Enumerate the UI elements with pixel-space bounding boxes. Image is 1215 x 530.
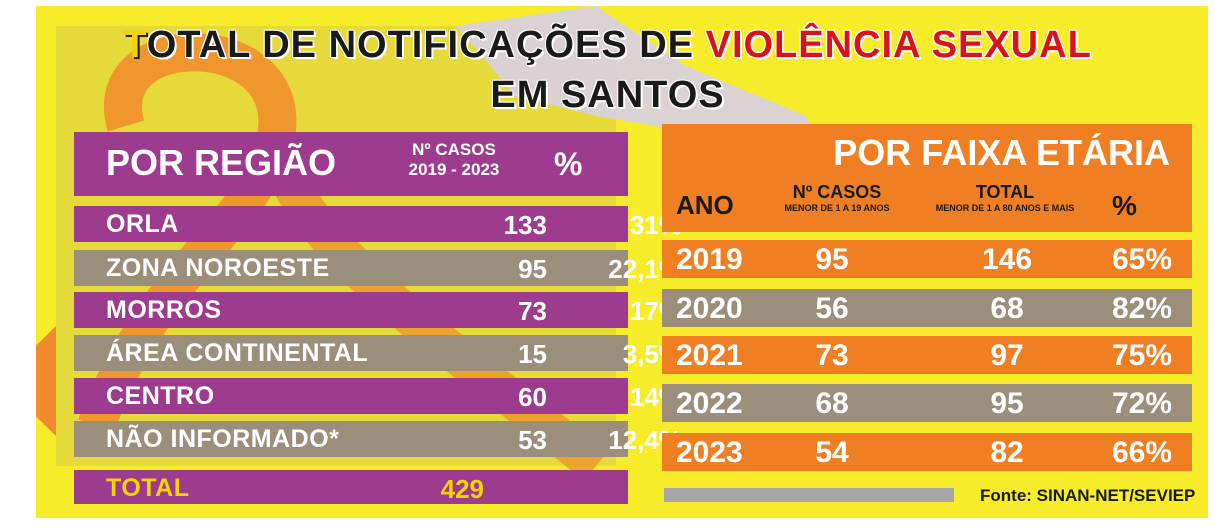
region-label: CENTRO — [106, 382, 215, 410]
age-table-title: POR FAIXA ETÁRIA — [833, 132, 1170, 173]
age-year: 2020 — [676, 292, 743, 325]
region-label: ORLA — [106, 210, 179, 238]
age-pct: 82% — [1111, 292, 1172, 325]
region-table-title: POR REGIÃO — [106, 142, 337, 183]
region-row: CENTRO 60 14% — [74, 378, 682, 414]
age-total: 68 — [990, 292, 1024, 325]
age-cases: 73 — [815, 339, 849, 372]
age-cases: 95 — [815, 243, 849, 276]
source-note: Fonte: SINAN-NET/SEVIEP — [980, 486, 1196, 505]
age-year-header: ANO — [676, 190, 734, 220]
region-label: ÁREA CONTINENTAL — [106, 339, 369, 367]
title-text: OTAL DE NOTIFICAÇÕES DE — [146, 24, 695, 66]
age-row: 2023 54 82 66% — [662, 433, 1192, 471]
age-pct: 65% — [1111, 243, 1172, 276]
region-pct-header: % — [554, 146, 583, 182]
region-label: ZONA NOROESTE — [106, 254, 330, 282]
age-table-title-bar: POR FAIXA ETÁRIA — [662, 124, 1192, 182]
region-label: NÃO INFORMADO* — [106, 425, 340, 453]
region-label: MORROS — [106, 296, 222, 324]
ribbon-arrow-left — [36, 326, 56, 436]
age-cases: 56 — [815, 292, 849, 325]
region-cases: 95 — [518, 254, 547, 284]
region-row: ORLA 133 31% — [74, 206, 682, 242]
age-total: 146 — [981, 243, 1033, 276]
age-total: 82 — [990, 436, 1024, 469]
age-row: 2020 56 68 82% — [662, 289, 1192, 327]
region-cases-header: Nº CASOS 2019 - 2023 — [384, 140, 524, 180]
age-total-header-title: TOTAL — [975, 182, 1035, 202]
region-cases: 60 — [518, 382, 547, 412]
region-total-label: TOTAL — [106, 474, 190, 502]
region-total-row: TOTAL 429 — [74, 470, 628, 504]
age-year: 2022 — [676, 387, 743, 420]
age-total: 97 — [990, 339, 1024, 372]
age-total: 95 — [990, 387, 1024, 420]
age-year: 2019 — [676, 243, 743, 276]
region-row: ÁREA CONTINENTAL 15 3,5% — [74, 335, 682, 371]
age-year: 2021 — [676, 339, 743, 372]
age-pct: 66% — [1111, 436, 1172, 469]
age-total-header-sub: MENOR DE 1 A 80 ANOS E MAIS — [935, 203, 1075, 213]
page-title-line2: EM SANTOS — [490, 74, 725, 116]
age-row: 2019 95 146 65% — [662, 240, 1192, 278]
region-table-header: POR REGIÃO Nº CASOS 2019 - 2023 % — [74, 132, 628, 196]
age-cases-header-title: Nº CASOS — [792, 182, 882, 202]
region-total-cases: 429 — [440, 474, 484, 504]
region-cases: 15 — [518, 339, 547, 369]
age-year: 2023 — [676, 436, 743, 469]
region-cases-header-line2: 2019 - 2023 — [408, 160, 500, 179]
region-cases: 53 — [518, 425, 547, 455]
age-row: 2022 68 95 72% — [662, 384, 1192, 422]
age-cases: 68 — [815, 387, 849, 420]
age-cases: 54 — [815, 436, 849, 469]
region-cases-header-line1: Nº CASOS — [412, 140, 496, 159]
region-cases: 73 — [518, 296, 547, 326]
age-table-header: ANO Nº CASOS MENOR DE 1 A 19 ANOS TOTAL … — [662, 182, 1192, 232]
age-pct: 75% — [1111, 339, 1172, 372]
age-cases-header-sub: MENOR DE 1 A 19 ANOS — [784, 203, 890, 213]
region-row: NÃO INFORMADO* 53 12,4% — [74, 421, 682, 457]
region-row: MORROS 73 17% — [74, 292, 682, 328]
age-pct: 72% — [1111, 387, 1172, 420]
age-pct-header: % — [1112, 190, 1137, 221]
age-cases-header: Nº CASOS MENOR DE 1 A 19 ANOS — [762, 182, 912, 213]
page-title-line1: TOTAL DE NOTIFICAÇÕES DE VIOLÊNCIA SEXUA… — [0, 24, 1215, 67]
region-cases: 133 — [503, 210, 547, 240]
age-row: 2021 73 97 75% — [662, 336, 1192, 374]
title-first-letter: T — [123, 24, 147, 66]
age-total-header: TOTAL MENOR DE 1 A 80 ANOS E MAIS — [920, 182, 1090, 213]
title-highlight: VIOLÊNCIA SEXUAL — [705, 24, 1092, 66]
region-row: ZONA NOROESTE 95 22,1% — [74, 250, 682, 286]
source-divider — [664, 488, 954, 502]
